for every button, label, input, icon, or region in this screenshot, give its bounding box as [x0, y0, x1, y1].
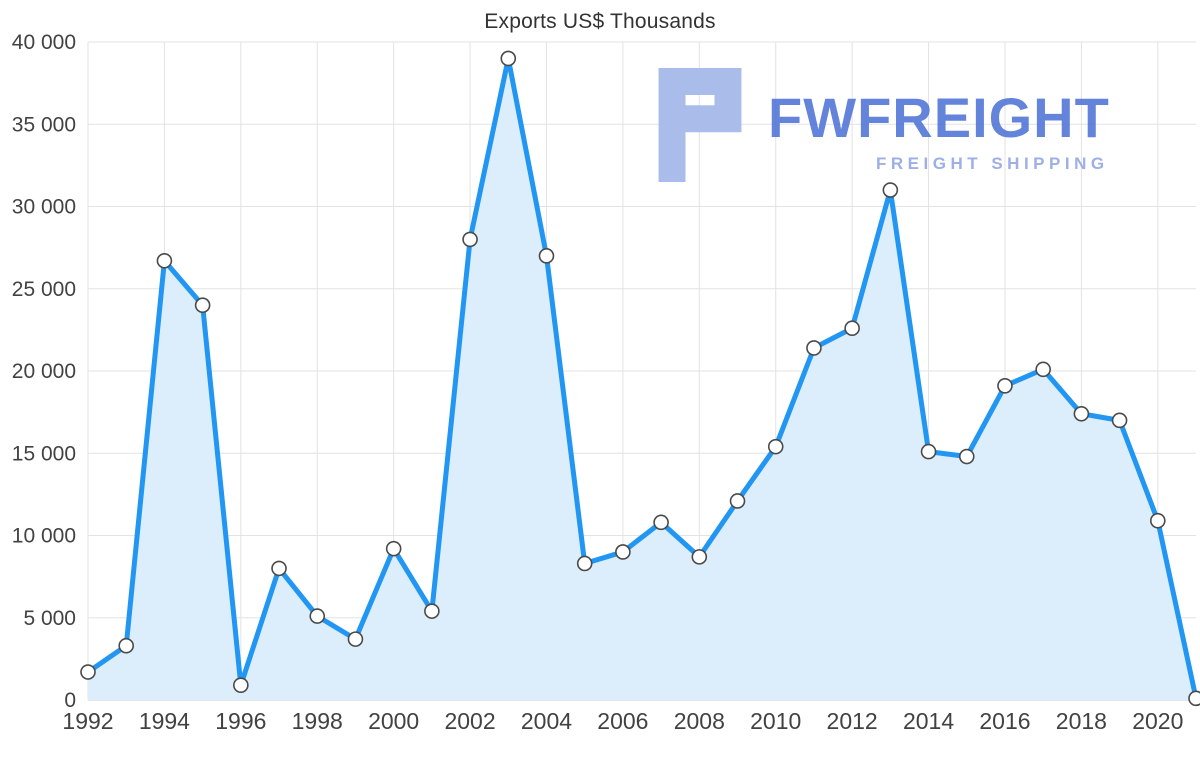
data-point-marker [424, 603, 440, 619]
y-axis-tick-label: 35 000 [12, 113, 76, 136]
data-point-marker [194, 297, 211, 314]
x-axis-tick-label: 2000 [368, 708, 419, 734]
y-axis-tick-label: 25 000 [12, 278, 76, 301]
y-axis-tick-label: 0 [64, 689, 76, 712]
x-axis-tick-label: 2014 [903, 708, 954, 734]
data-point-marker [729, 493, 746, 509]
y-axis-tick-label: 20 000 [12, 360, 76, 383]
data-point-marker [653, 514, 669, 531]
data-point-marker [1035, 361, 1051, 378]
data-point-marker [997, 378, 1013, 394]
data-point-marker [271, 560, 287, 577]
data-point-marker [767, 438, 784, 455]
x-axis-tick-label: 1994 [139, 708, 190, 734]
data-point-marker [920, 443, 937, 460]
data-point-marker [576, 555, 593, 572]
data-point-marker [233, 677, 249, 693]
data-point-marker [1073, 405, 1090, 422]
data-point-marker [1188, 690, 1200, 707]
data-point-marker [538, 248, 555, 264]
x-axis-tick-label: 2006 [597, 708, 648, 734]
data-point-marker [500, 50, 517, 67]
data-point-marker [462, 231, 478, 248]
x-axis-tick-label: 2020 [1132, 708, 1183, 734]
x-axis-tick-label: 2018 [1056, 708, 1107, 734]
y-axis-tick-label: 5 000 [23, 607, 76, 630]
x-axis-tick-label: 1992 [62, 708, 113, 734]
chart-title: Exports US$ Thousands [484, 10, 716, 33]
data-point-marker [347, 631, 364, 647]
y-axis-tick-label: 30 000 [12, 196, 76, 219]
x-axis-tick-label: 2002 [444, 708, 495, 734]
data-point-marker [1111, 412, 1128, 429]
x-axis-tick-label: 2008 [674, 708, 725, 734]
y-axis-tick-label: 10 000 [12, 525, 76, 548]
data-point-marker [156, 252, 173, 269]
x-axis-tick-label: 2012 [827, 708, 878, 734]
y-axis-tick-label: 40 000 [12, 31, 76, 54]
data-point-marker [1149, 512, 1166, 529]
data-point-marker [615, 544, 631, 560]
y-axis-tick-label: 15 000 [12, 442, 76, 465]
x-axis-tick-label: 2016 [979, 708, 1030, 734]
data-point-marker [309, 608, 326, 624]
data-point-marker [882, 182, 899, 198]
data-point-marker [385, 540, 402, 557]
data-point-marker [691, 549, 708, 565]
data-point-marker [844, 320, 860, 337]
x-axis-tick-label: 1996 [215, 708, 266, 734]
data-point-marker [80, 664, 96, 680]
x-axis-tick-label: 2004 [521, 708, 572, 734]
data-point-marker [118, 637, 135, 654]
series-area-fill [88, 58, 1196, 700]
x-axis-tick-label: 1998 [292, 708, 343, 734]
data-point-marker [806, 340, 822, 356]
x-axis-tick-label: 2010 [750, 708, 801, 734]
data-point-marker [958, 448, 975, 465]
